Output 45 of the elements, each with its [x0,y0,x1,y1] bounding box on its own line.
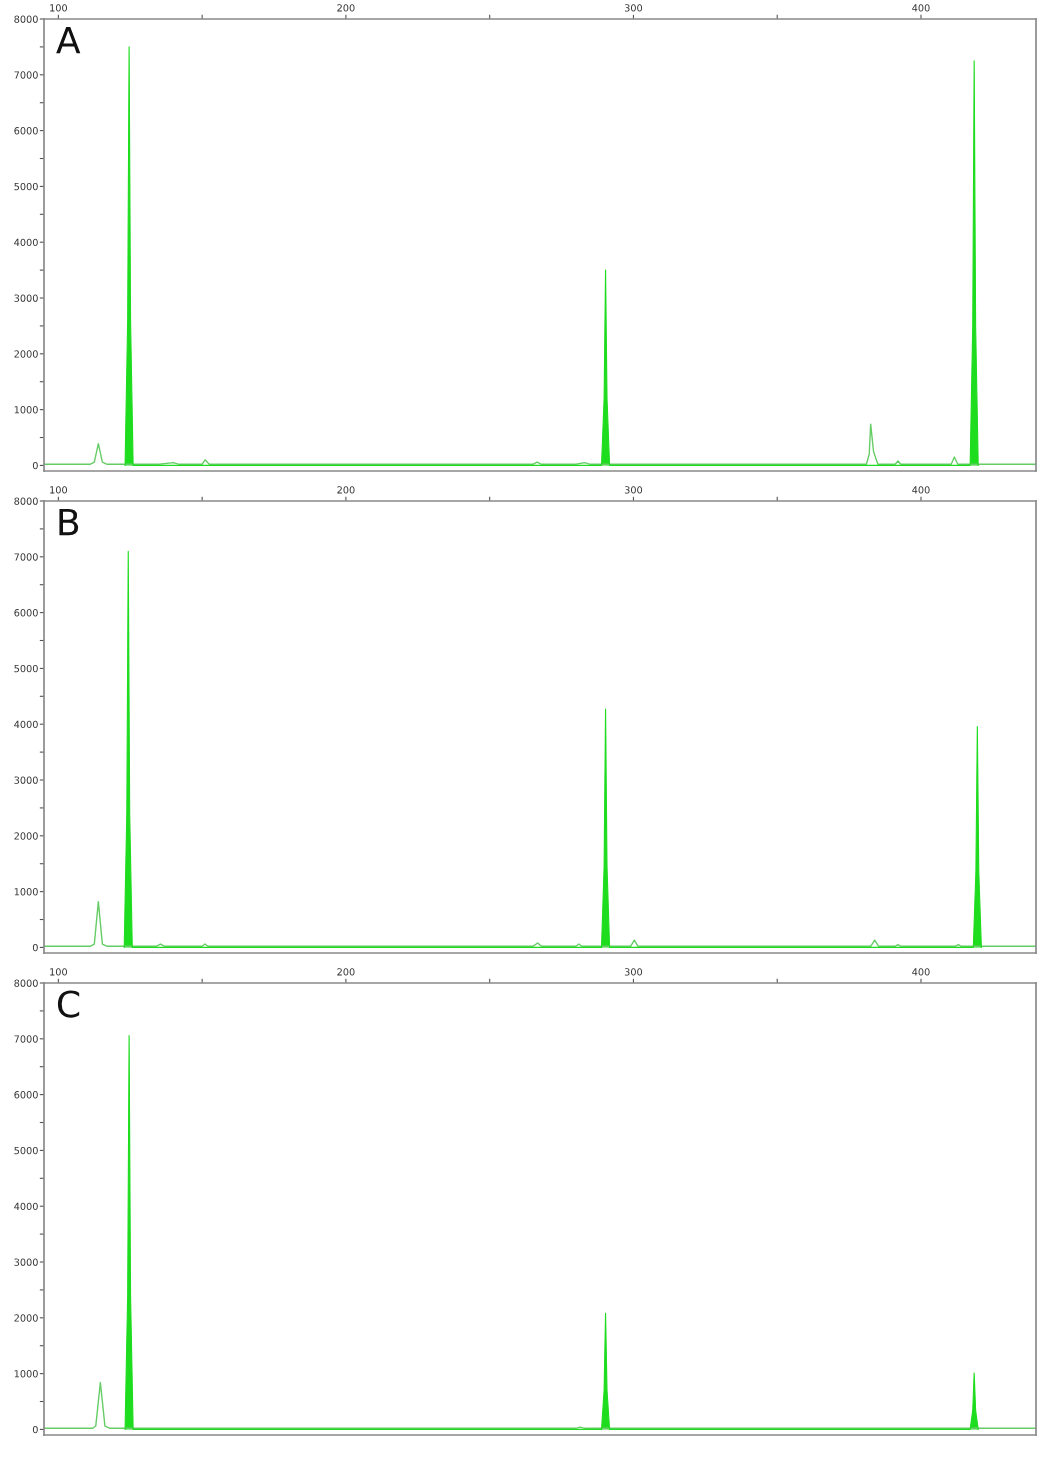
annotation: C [57,990,80,1018]
y-tick-label: 3000 [14,294,38,302]
x-tick-label: 200 [337,4,355,12]
annotation: B [59,508,79,536]
x-tick-label: 400 [912,968,930,976]
line-series [44,900,1036,947]
x-tick-label: 100 [50,4,68,12]
line-series [44,423,1036,465]
y-tick-label: 0 [32,1425,38,1434]
y-tick-label: 1000 [14,1370,38,1378]
y-tick-label: 7000 [14,1035,38,1043]
x-tick-label: 300 [624,4,643,12]
x-tick-label: 200 [337,968,355,976]
y-tick-label: 7000 [14,71,38,79]
x-tick-label: 200 [337,486,355,494]
x-tick-label: 400 [912,4,930,12]
y-tick-label: 6000 [14,127,38,135]
x-tick-label: 300 [624,968,643,976]
x-tick-label: 100 [50,486,68,494]
y-tick-label: 2000 [14,832,38,840]
y-tick-label: 6000 [14,1091,38,1099]
y-tick-label: 4000 [14,1202,38,1211]
y-tick-label: 1000 [14,888,38,896]
x-tick-label: 100 [50,968,68,976]
x-tick-label: 400 [912,486,930,494]
y-tick-label: 2000 [14,1314,38,1322]
y-tick-label: 8000 [14,15,38,23]
y-tick-label: 4000 [14,720,38,729]
annotation: A [56,26,81,54]
y-tick-label: 8000 [14,979,38,987]
y-tick-label: 6000 [14,609,38,617]
y-tick-label: 2000 [14,350,38,358]
y-tick-label: 0 [32,943,38,952]
y-tick-label: 3000 [14,1258,38,1266]
y-tick-label: 4000 [14,238,38,247]
y-tick-label: 5000 [14,664,38,673]
y-tick-label: 1000 [14,406,38,414]
y-tick-label: 8000 [14,497,38,505]
y-tick-label: 5000 [14,1146,38,1155]
y-tick-label: 0 [32,461,38,470]
y-tick-label: 5000 [14,182,38,191]
y-tick-label: 3000 [14,776,38,784]
line-series [44,1381,1036,1429]
x-tick-label: 300 [624,486,643,494]
y-tick-label: 7000 [14,553,38,561]
